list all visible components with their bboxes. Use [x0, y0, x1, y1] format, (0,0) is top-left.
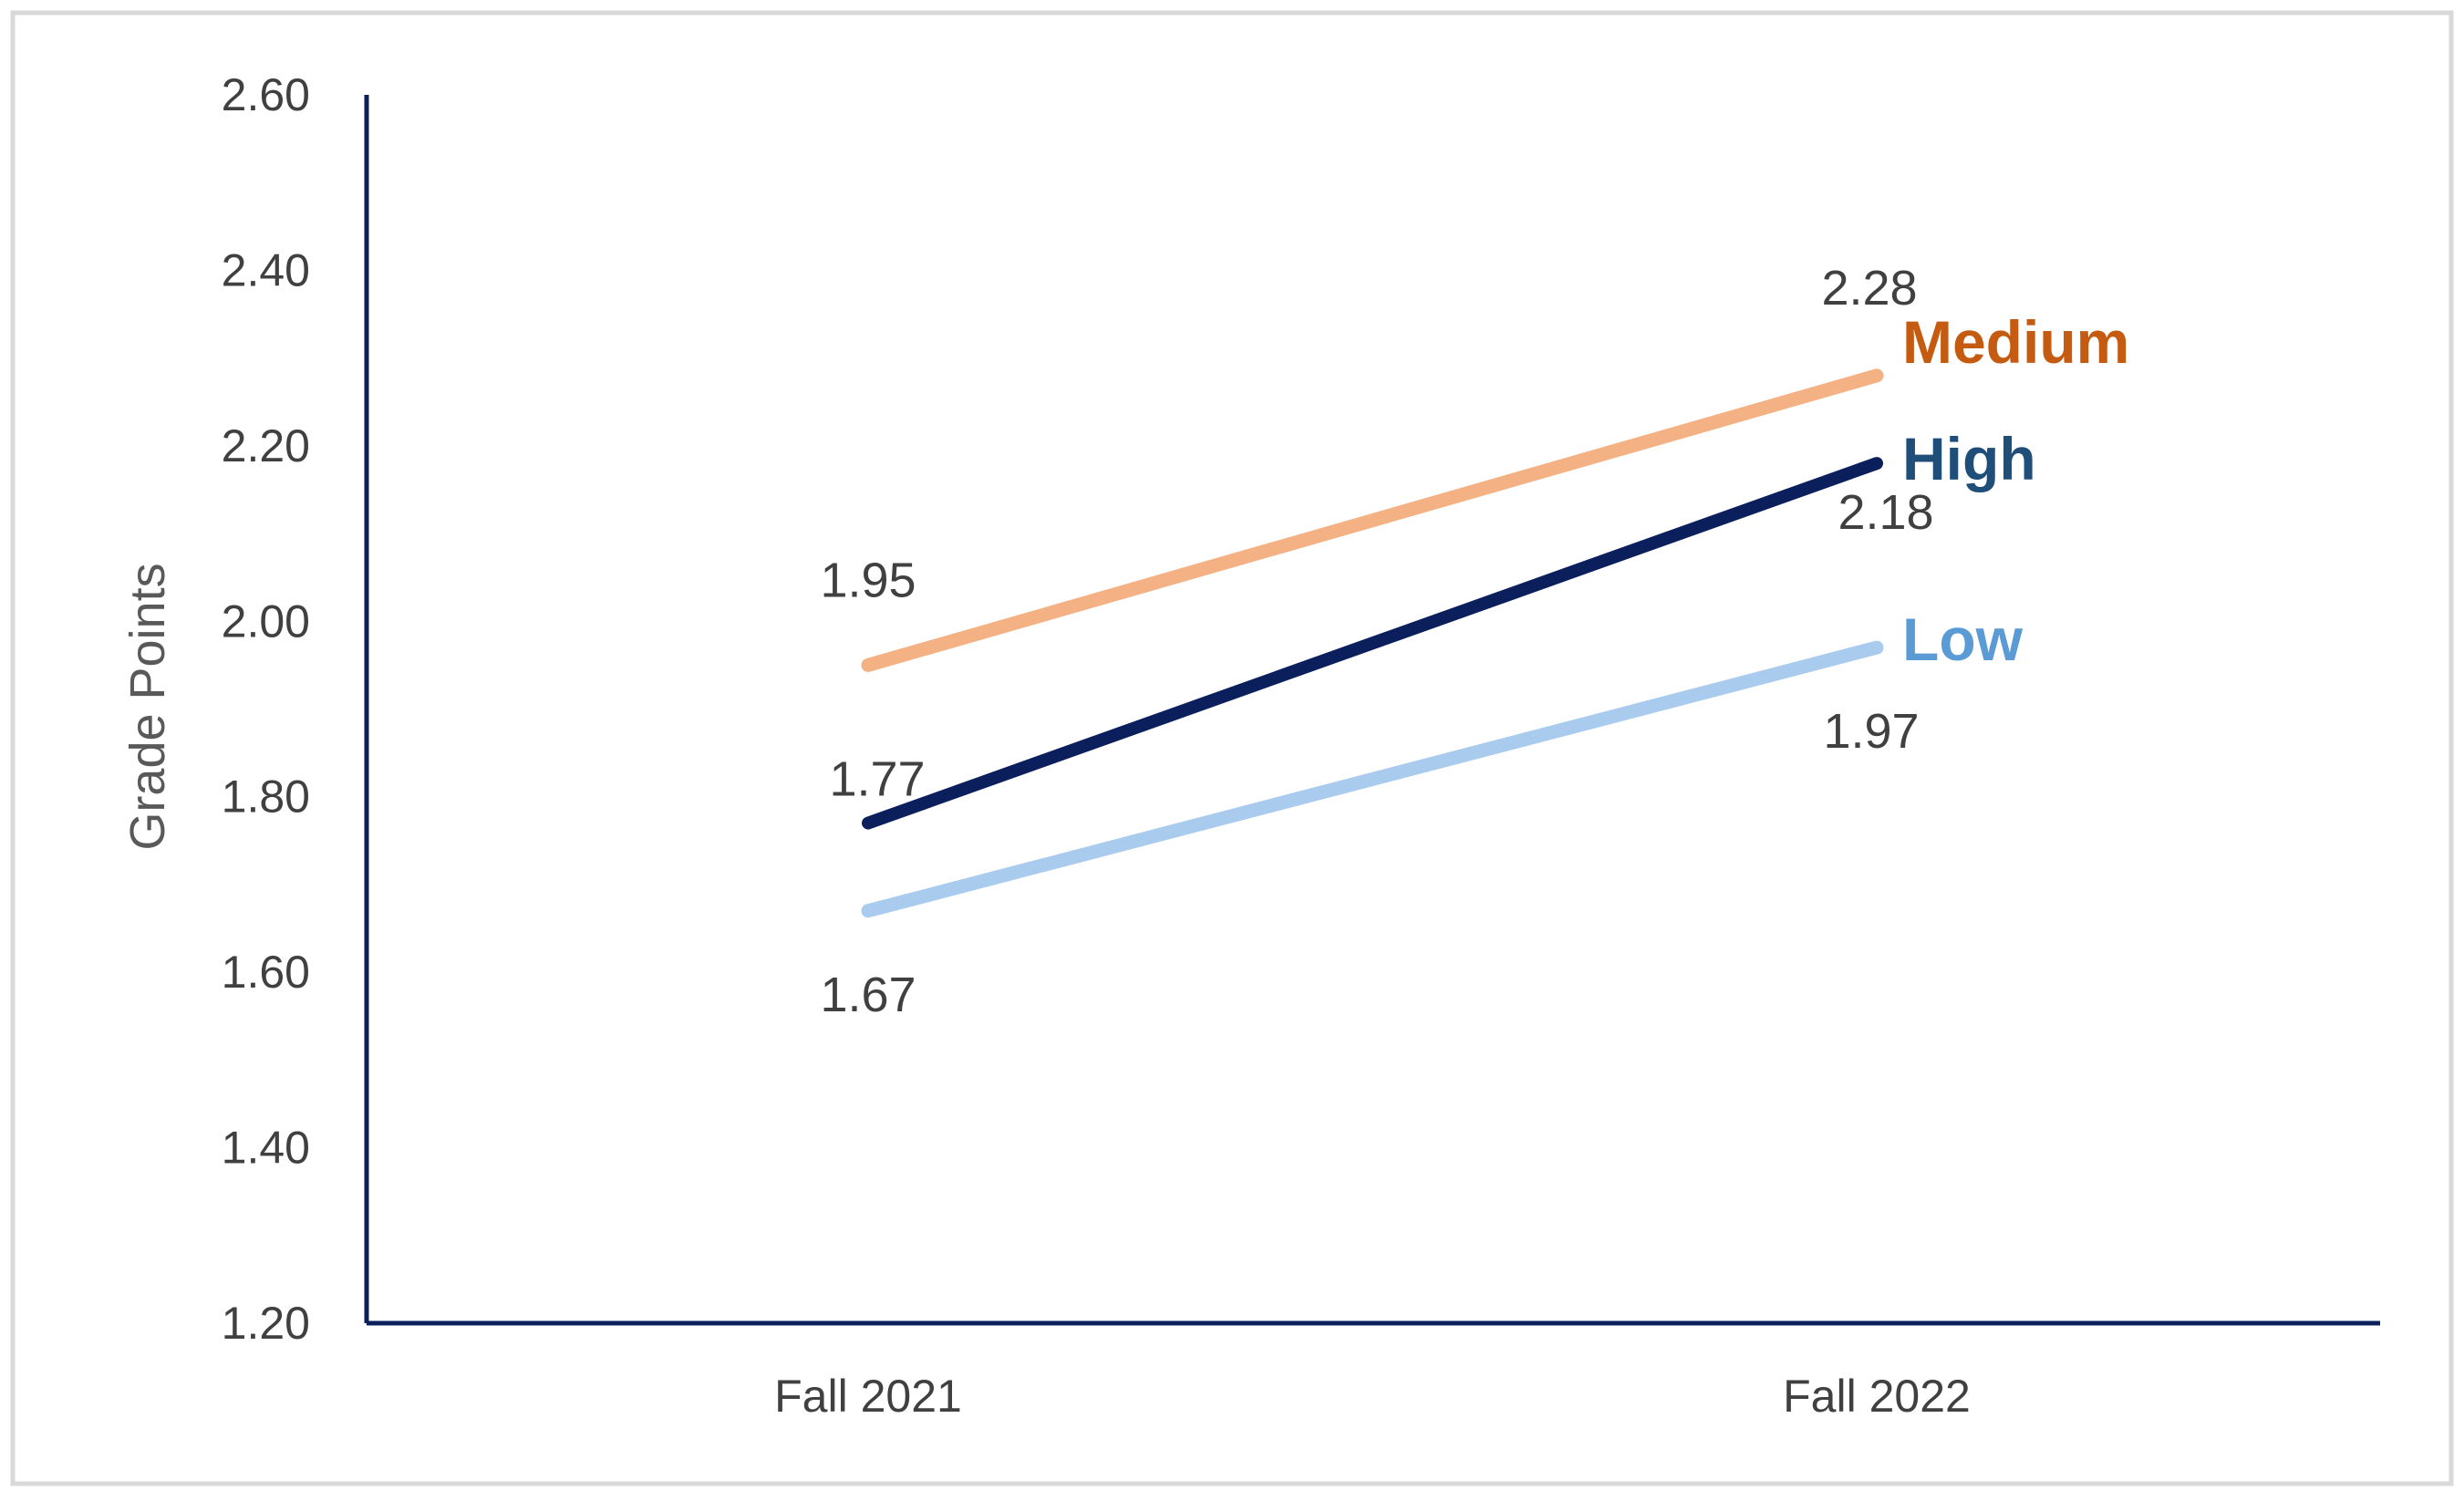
y-tick-label: 2.60 [222, 69, 310, 120]
y-tick-label: 1.20 [222, 1298, 310, 1349]
data-labels: 1.95 2.28 1.77 2.18 1.67 1.97 [820, 261, 1933, 1022]
series-label-medium: Medium [1902, 308, 2129, 376]
series-name-labels: Medium High Low [1902, 308, 2129, 673]
y-tick-label: 1.40 [222, 1123, 310, 1174]
chart-frame [10, 10, 2454, 1486]
series-line-medium [861, 368, 1884, 672]
series-line-low [861, 640, 1884, 918]
y-tick-label: 2.00 [222, 595, 310, 647]
data-label-low-2: 1.97 [1823, 704, 1919, 759]
data-label-high-1: 1.77 [829, 752, 925, 807]
data-label-low-1: 1.67 [820, 968, 916, 1022]
data-label-high-2: 2.18 [1838, 485, 1933, 540]
series-line-high [862, 457, 1883, 830]
y-tick-label: 2.40 [222, 244, 310, 295]
series-label-high: High [1902, 425, 2036, 492]
series-lines [861, 368, 1884, 918]
y-tick-labels: 1.20 1.40 1.60 1.80 2.00 2.20 2.40 2.60 [222, 69, 310, 1349]
x-tick-label: Fall 2022 [1783, 1371, 1971, 1422]
y-axis-title: Grade Points [120, 563, 175, 850]
y-tick-label: 2.20 [222, 420, 310, 471]
y-tick-label: 1.60 [222, 947, 310, 998]
x-tick-label: Fall 2021 [774, 1371, 962, 1422]
y-tick-label: 1.80 [222, 771, 310, 823]
data-label-medium-1: 1.95 [820, 553, 916, 607]
data-label-medium-2: 2.28 [1821, 261, 1917, 316]
x-tick-labels: Fall 2021 Fall 2022 [774, 1371, 1971, 1422]
series-label-low: Low [1902, 606, 2024, 673]
